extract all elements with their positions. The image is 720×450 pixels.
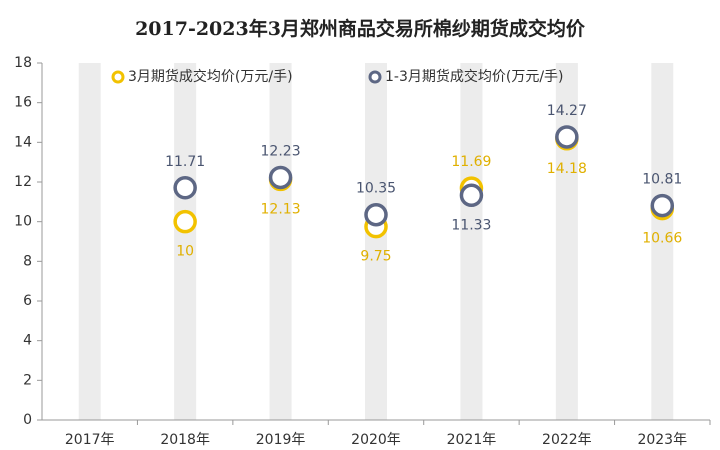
- y-tick-label: 14: [14, 134, 32, 150]
- legend-marker: [111, 70, 125, 84]
- data-label: 14.27: [547, 103, 587, 119]
- data-label: 14.18: [547, 161, 587, 177]
- marker: [555, 125, 579, 149]
- column-band: [269, 63, 292, 420]
- chart-title: 2017-2023年3月郑州商品交易所棉纱期货成交均价: [135, 17, 586, 40]
- y-tick-label: 18: [14, 55, 32, 71]
- x-tick-label: 2021年: [447, 432, 497, 448]
- x-tick-label: 2019年: [256, 432, 306, 448]
- data-label: 9.75: [360, 249, 391, 265]
- legend-marker: [368, 70, 382, 84]
- y-tick-label: 0: [23, 412, 32, 428]
- x-tick-label: 2018年: [160, 432, 210, 448]
- marker: [650, 193, 675, 218]
- marker: [173, 209, 197, 234]
- data-label: 10.81: [642, 172, 682, 188]
- column-band: [78, 63, 101, 420]
- column-band: [460, 63, 483, 420]
- marker: [268, 165, 293, 190]
- y-tick-label: 12: [14, 174, 32, 190]
- data-label: 12.23: [261, 143, 301, 159]
- y-tick-label: 2: [23, 372, 32, 388]
- data-label: 11.71: [165, 154, 205, 170]
- marker: [364, 202, 388, 227]
- y-tick-label: 16: [14, 95, 32, 111]
- marker: [173, 176, 197, 200]
- column-band: [555, 63, 578, 420]
- column-band: [651, 63, 674, 420]
- data-label: 12.13: [261, 201, 301, 217]
- x-tick-label: 2023年: [637, 432, 687, 448]
- y-tick-label: 4: [23, 333, 32, 349]
- marker: [459, 183, 484, 208]
- x-tick-label: 2017年: [65, 432, 115, 448]
- column-band: [365, 63, 387, 420]
- data-label: 11.69: [451, 154, 491, 170]
- data-label: 10.66: [642, 231, 682, 247]
- data-label: 10: [176, 244, 194, 260]
- y-tick-label: 10: [14, 214, 32, 230]
- legend-label: 1-3月期货成交均价(万元/手): [385, 68, 564, 85]
- y-tick-label: 6: [23, 293, 32, 309]
- column-band: [174, 63, 197, 420]
- data-label: 11.33: [451, 217, 491, 233]
- x-tick-label: 2022年: [542, 432, 592, 448]
- data-label: 10.35: [356, 181, 396, 197]
- x-tick-label: 2020年: [351, 432, 401, 448]
- legend-label: 3月期货成交均价(万元/手): [128, 68, 293, 85]
- y-tick-label: 8: [23, 253, 32, 269]
